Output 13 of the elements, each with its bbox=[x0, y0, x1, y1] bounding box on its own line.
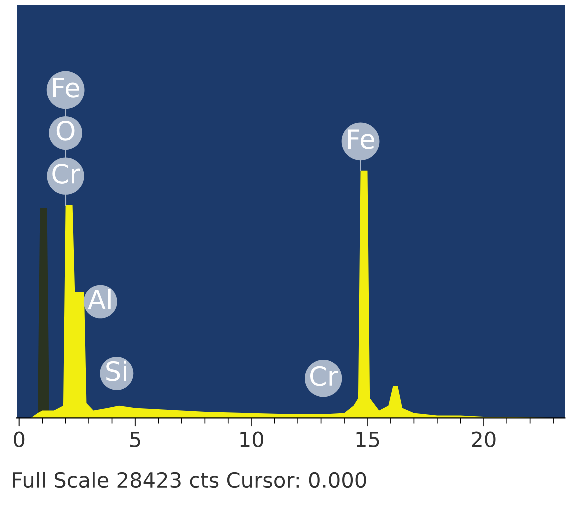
annotation: Si bbox=[106, 360, 126, 382]
x-tick-label: 5 bbox=[130, 432, 140, 448]
annotation: Al bbox=[88, 289, 111, 310]
x-tick-label: 10 bbox=[240, 432, 264, 448]
annotation: O bbox=[56, 120, 75, 141]
annotation: Fe bbox=[348, 130, 374, 150]
annotation: Fe bbox=[53, 78, 80, 98]
annotation: Cr bbox=[52, 164, 80, 184]
x-tick-label: 0 bbox=[14, 432, 25, 448]
x-tick-label: 20 bbox=[472, 432, 496, 448]
x-tick-label: 15 bbox=[356, 432, 380, 448]
annotation: Cr bbox=[310, 366, 338, 386]
text: Full Scale 28423 cts Cursor: 0.000 bbox=[13, 472, 366, 488]
